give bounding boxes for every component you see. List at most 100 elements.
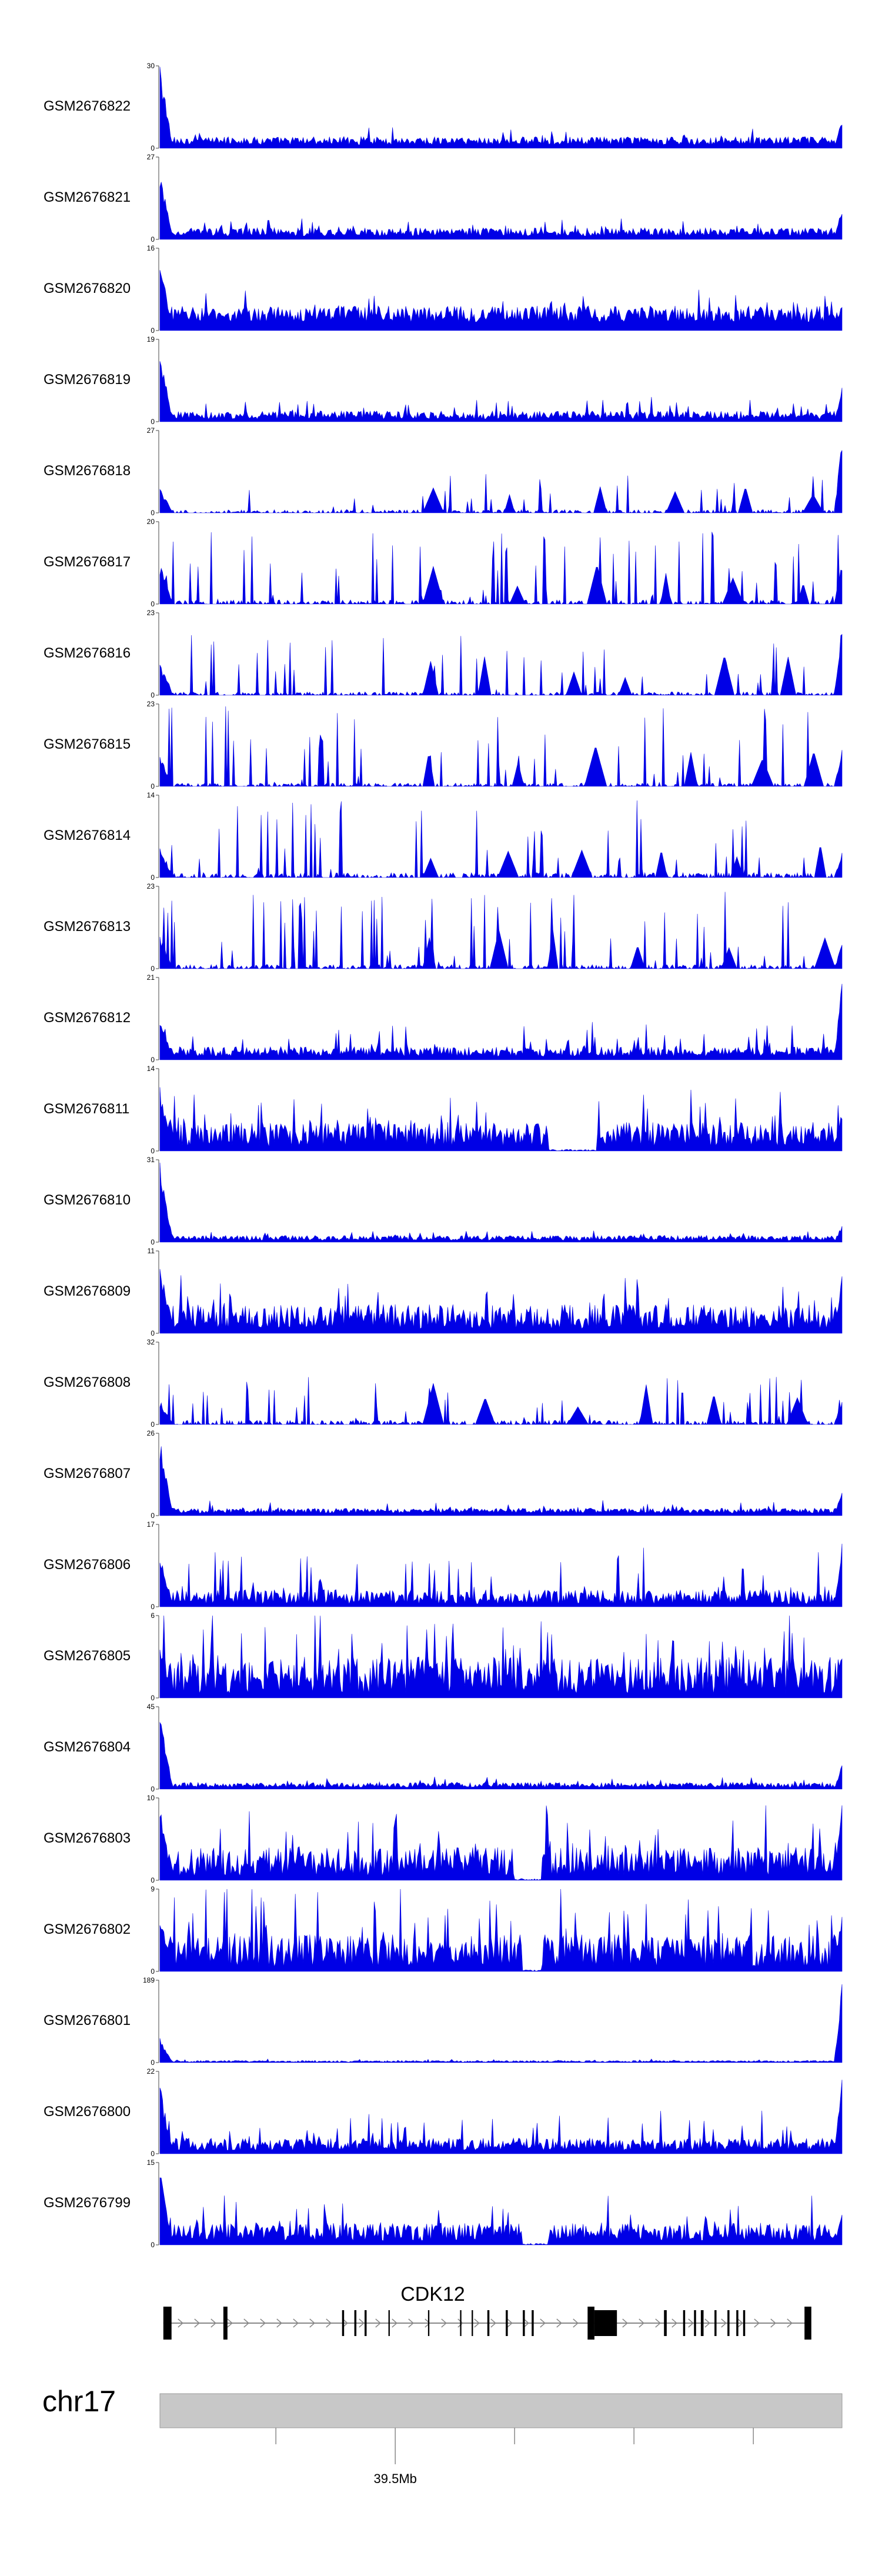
track-label: GSM2676806 — [44, 1557, 131, 1573]
gene-exon — [506, 2310, 508, 2336]
strand-arrow — [243, 2318, 249, 2328]
coverage-area — [159, 892, 843, 970]
y-max-label: 30 — [147, 62, 155, 70]
gene-track: CDK12 — [163, 2283, 811, 2340]
gene-exon — [743, 2310, 746, 2336]
y-max-label: 23 — [147, 882, 155, 890]
y-max-label: 16 — [147, 244, 155, 252]
y-max-label: 10 — [147, 1794, 155, 1802]
coverage-area — [159, 1543, 843, 1607]
strand-arrow — [342, 2318, 348, 2328]
y-min-label: 0 — [151, 1147, 155, 1155]
strand-arrow — [787, 2318, 793, 2328]
gene-exon — [427, 2310, 430, 2336]
y-min-label: 0 — [151, 326, 155, 335]
coverage-area — [159, 532, 843, 605]
strand-arrow — [573, 2318, 579, 2328]
strand-arrow — [474, 2318, 480, 2328]
gene-label: CDK12 — [400, 2283, 465, 2305]
y-min-label: 0 — [151, 235, 155, 243]
coverage-area — [159, 1984, 843, 2063]
y-min-label: 0 — [151, 1238, 155, 1246]
coverage-area — [159, 983, 843, 1060]
gene-exon — [354, 2310, 357, 2336]
track-GSM2676799: GSM2676799 15 0 — [44, 2158, 843, 2249]
track-label: GSM2676821 — [44, 189, 131, 205]
y-max-label: 189 — [143, 1976, 155, 1984]
y-max-label: 6 — [151, 1611, 155, 1620]
track-label: GSM2676820 — [44, 281, 131, 296]
y-min-label: 0 — [151, 600, 155, 608]
y-min-label: 0 — [151, 1056, 155, 1064]
coverage-area — [159, 1269, 843, 1334]
track-GSM2676816: GSM2676816 23 0 — [44, 609, 843, 699]
strand-arrow — [178, 2318, 183, 2328]
track-label: GSM2676810 — [44, 1192, 131, 1208]
y-min-label: 0 — [151, 1785, 155, 1793]
track-label: GSM2676802 — [44, 1921, 131, 1937]
gene-exon — [472, 2310, 473, 2336]
chromosome-bar — [159, 2393, 843, 2428]
strand-arrow — [704, 2318, 710, 2328]
coverage-area — [159, 1162, 843, 1243]
strand-arrow — [655, 2318, 661, 2328]
gene-exon — [804, 2307, 811, 2340]
y-max-label: 27 — [147, 153, 155, 161]
track-label: GSM2676808 — [44, 1374, 131, 1390]
track-GSM2676813: GSM2676813 23 0 — [44, 882, 843, 973]
track-label: GSM2676805 — [44, 1648, 131, 1664]
y-min-label: 0 — [151, 509, 155, 517]
strand-arrow — [671, 2318, 677, 2328]
track-GSM2676815: GSM2676815 23 0 — [44, 700, 843, 790]
track-label: GSM2676816 — [44, 645, 131, 661]
y-min-label: 0 — [151, 965, 155, 973]
y-max-label: 19 — [147, 335, 155, 343]
y-max-label: 23 — [147, 609, 155, 617]
track-GSM2676806: GSM2676806 17 0 — [44, 1520, 843, 1611]
track-label: GSM2676807 — [44, 1466, 131, 1481]
gene-exon — [664, 2310, 667, 2336]
y-min-label: 0 — [151, 691, 155, 699]
y-min-label: 0 — [151, 144, 155, 152]
gene-exon — [727, 2310, 730, 2336]
y-max-label: 20 — [147, 518, 155, 526]
strand-arrow — [309, 2318, 315, 2328]
coverage-area — [159, 633, 843, 696]
strand-arrow — [754, 2318, 760, 2328]
y-min-label: 0 — [151, 2150, 155, 2158]
gene-exon — [388, 2310, 390, 2336]
gene-exon — [487, 2310, 490, 2336]
strand-arrow — [326, 2318, 332, 2328]
y-min-label: 0 — [151, 1967, 155, 1976]
strand-arrow — [507, 2318, 513, 2328]
y-max-label: 11 — [148, 1247, 155, 1255]
track-label: GSM2676815 — [44, 736, 131, 752]
track-label: GSM2676817 — [44, 554, 131, 570]
strand-arrow — [227, 2318, 233, 2328]
track-label: GSM2676801 — [44, 2013, 131, 2028]
strand-arrow — [276, 2318, 282, 2328]
track-GSM2676808: GSM2676808 32 0 — [44, 1338, 843, 1429]
gene-exon — [223, 2307, 228, 2340]
track-label: GSM2676819 — [44, 372, 131, 388]
track-GSM2676814: GSM2676814 14 0 — [44, 791, 843, 882]
gene-exon — [683, 2310, 686, 2336]
coverage-area — [159, 706, 843, 788]
track-label: GSM2676803 — [44, 1830, 131, 1846]
track-GSM2676819: GSM2676819 19 0 — [44, 335, 843, 426]
chromosome-axis: chr17 39.5Mb — [42, 2385, 843, 2486]
strand-arrow — [359, 2318, 365, 2328]
gene-exon — [694, 2310, 696, 2336]
track-label: GSM2676811 — [44, 1101, 129, 1117]
strand-arrow — [721, 2318, 727, 2328]
gene-exon — [714, 2310, 717, 2336]
track-label: GSM2676809 — [44, 1283, 131, 1299]
coverage-area — [159, 450, 843, 514]
y-min-label: 0 — [151, 1603, 155, 1611]
gene-exon — [163, 2307, 172, 2340]
strand-arrow — [639, 2318, 644, 2328]
track-label: GSM2676800 — [44, 2104, 131, 2120]
coverage-area — [159, 66, 843, 149]
strand-arrow — [293, 2318, 299, 2328]
track-GSM2676800: GSM2676800 22 0 — [44, 2067, 843, 2158]
